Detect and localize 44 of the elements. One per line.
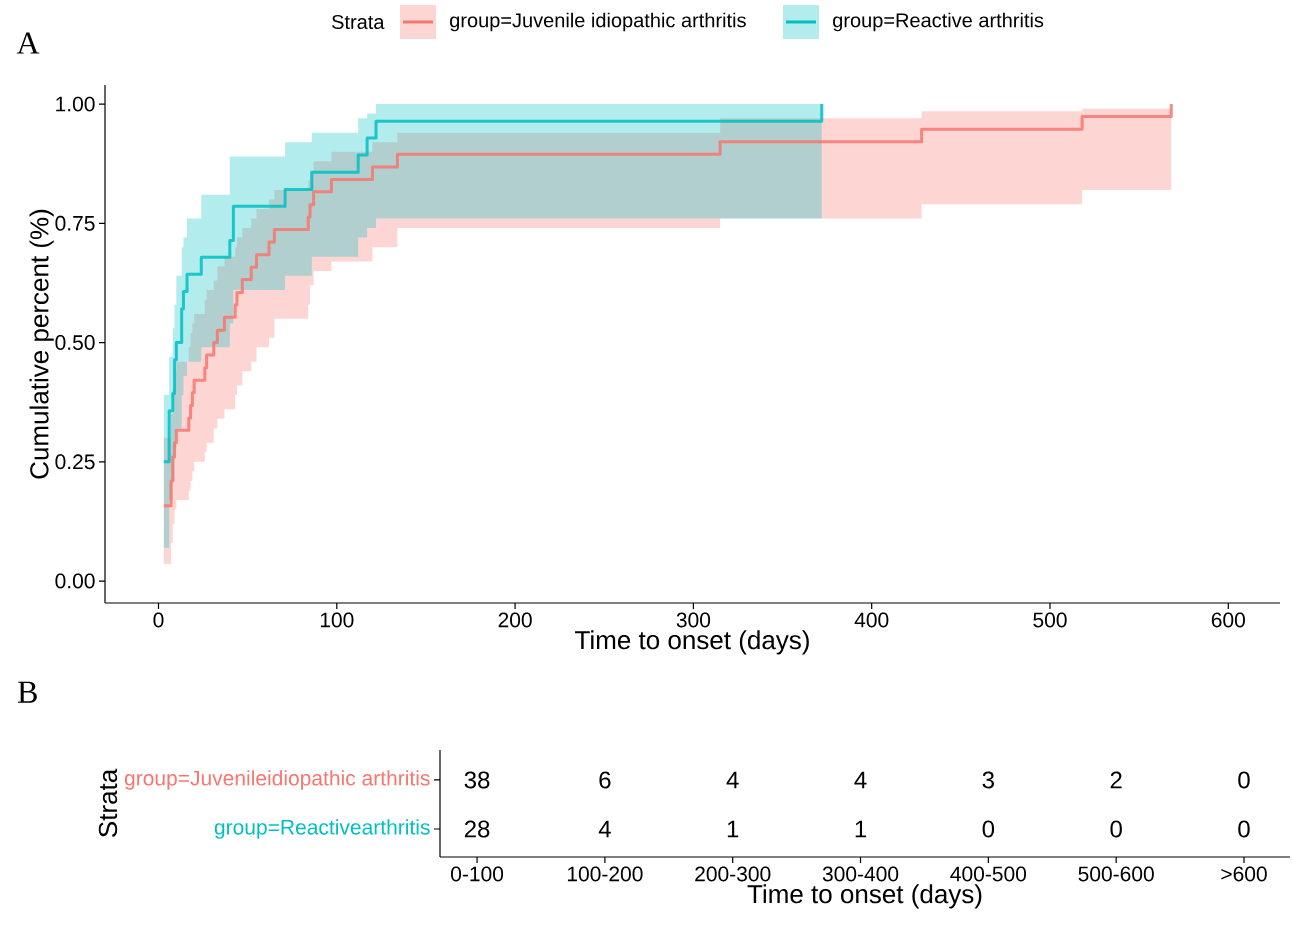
data-label: 1 — [727, 820, 739, 838]
x-axis-title: Time to onset (days) — [575, 630, 809, 655]
data-label: 4 — [598, 820, 611, 838]
legend-label: group=Reactive arthritis — [833, 12, 1044, 32]
y-tick-label: 1.00 — [56, 96, 95, 112]
x-tick-label: 300-400 — [822, 866, 899, 882]
x-tick-label: 100 — [320, 612, 354, 628]
data-label: 6 — [599, 771, 611, 789]
data-label: 3 — [982, 771, 994, 789]
y-tick-label: group=Juvenileidiopathic arthritis — [124, 770, 430, 790]
legend-label: group=Juvenile idiopathic arthritis — [450, 12, 746, 32]
x-tick-label: 600 — [1211, 612, 1245, 628]
y-tick-label: group=Reactivearthritis — [214, 819, 430, 839]
x-tick-label: 400-500 — [950, 866, 1027, 882]
y-tick-label: 0.75 — [55, 215, 95, 231]
y-axis-title: Cumulative percent (%) — [29, 209, 54, 479]
data-label: 38 — [464, 771, 490, 789]
x-tick-label: 400 — [854, 612, 889, 628]
data-label: 4 — [726, 771, 739, 789]
y-axis-title: Strata — [98, 768, 118, 837]
x-tick-label: 200 — [498, 612, 532, 628]
chart-title: A — [16, 32, 40, 54]
data-label: 0 — [1238, 771, 1250, 789]
y-tick-label: 0.25 — [55, 454, 95, 470]
x-tick-label: 200-300 — [695, 866, 771, 882]
data-label: 4 — [854, 771, 867, 789]
data-label: 2 — [1110, 771, 1122, 789]
data-label: 0 — [982, 820, 995, 838]
x-axis-title: Time to onset (days) — [747, 884, 982, 909]
y-tick-label: 0.00 — [55, 573, 95, 589]
x-tick-label: >600 — [1221, 866, 1267, 882]
x-tick-label: 500-600 — [1078, 866, 1154, 882]
y-tick-label: 0.50 — [55, 335, 95, 350]
text: B — [18, 681, 37, 703]
legend-title: Strata — [332, 14, 385, 30]
x-tick-label: 500 — [1033, 612, 1067, 628]
x-tick-label: 0 — [153, 612, 164, 628]
data-label: 28 — [464, 820, 490, 838]
data-label: 0 — [1238, 820, 1250, 838]
x-tick-label: 0-100 — [451, 866, 504, 882]
x-tick-label: 300 — [676, 612, 711, 628]
data-label: 1 — [855, 820, 867, 838]
data-label: 0 — [1110, 820, 1122, 838]
x-tick-label: 100-200 — [567, 866, 643, 882]
